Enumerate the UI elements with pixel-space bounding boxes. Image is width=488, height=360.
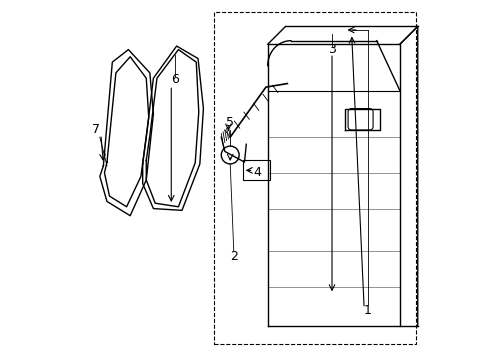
Text: 6: 6 bbox=[170, 73, 179, 86]
Text: 1: 1 bbox=[363, 304, 371, 317]
Text: 3: 3 bbox=[327, 43, 335, 56]
FancyBboxPatch shape bbox=[347, 109, 372, 130]
Bar bbox=[242, 160, 269, 180]
Text: 7: 7 bbox=[92, 123, 100, 136]
Text: 4: 4 bbox=[253, 166, 261, 179]
Bar bbox=[214, 12, 415, 344]
Text: 5: 5 bbox=[226, 116, 234, 129]
Text: 2: 2 bbox=[229, 250, 237, 263]
